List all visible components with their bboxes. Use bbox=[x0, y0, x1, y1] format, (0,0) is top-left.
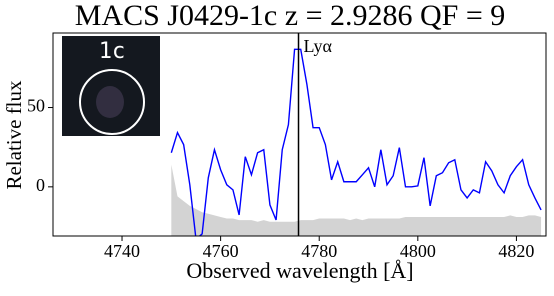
x-tick-label: 4800 bbox=[400, 241, 436, 261]
y-tick-label: 50 bbox=[27, 96, 45, 116]
error-area bbox=[171, 164, 542, 236]
x-tick-label: 4780 bbox=[301, 241, 337, 261]
lya-label: Lyα bbox=[304, 36, 333, 56]
flux-line bbox=[170, 48, 542, 236]
x-axis-label: Observed wavelength [Å] bbox=[186, 258, 413, 283]
chart-title: MACS J0429-1c z = 2.9286 QF = 9 bbox=[75, 0, 506, 32]
inset-image: 1c bbox=[62, 36, 160, 136]
x-tick-label: 4760 bbox=[203, 241, 239, 261]
inset-aperture bbox=[79, 69, 145, 135]
y-axis-label: Relative flux bbox=[2, 80, 26, 190]
x-tick-label: 4740 bbox=[104, 241, 140, 261]
inset-label: 1c bbox=[99, 39, 126, 64]
inset-background bbox=[62, 36, 160, 136]
x-tick-label: 4820 bbox=[498, 241, 534, 261]
inset-galaxy bbox=[96, 86, 124, 118]
plot-frame bbox=[52, 32, 547, 237]
y-tick-label: 0 bbox=[36, 175, 45, 195]
